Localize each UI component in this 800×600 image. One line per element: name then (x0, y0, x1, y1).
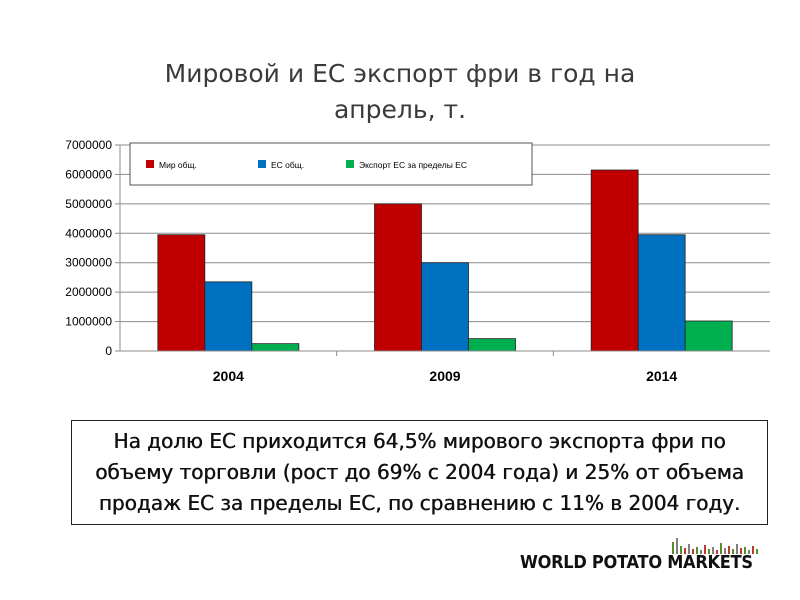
y-tick-label: 7000000 (65, 138, 112, 152)
summary-note: На долю ЕС приходится 64,5% мирового экс… (71, 420, 768, 525)
y-tick-label: 2000000 (65, 285, 112, 299)
logo-text: WORLD POTATO MARKETS (520, 552, 753, 573)
bar (421, 262, 469, 352)
bar (374, 203, 422, 352)
y-tick-label: 1000000 (65, 315, 112, 329)
legend-label: ЕС общ. (271, 160, 304, 170)
legend-swatch (146, 160, 154, 168)
logo-bars-icon (672, 538, 758, 554)
summary-note-line3: продаж ЕС за пределы ЕС, по сравнению с … (98, 491, 741, 515)
bar (157, 234, 206, 352)
chart-title-line1: Мировой и ЕС экспорт фри в год на (164, 59, 636, 88)
world-potato-markets-logo: WORLD POTATO MARKETS (520, 538, 765, 578)
summary-note-line2: объему торговли (рост до 69% с 2004 года… (95, 460, 744, 484)
bar (204, 281, 253, 352)
x-tick-label: 2009 (429, 368, 460, 384)
summary-note-line1: На долю ЕС приходится 64,5% мирового экс… (113, 429, 726, 453)
bar (468, 338, 516, 352)
legend (129, 142, 533, 186)
legend-swatch (258, 160, 266, 168)
bar (637, 234, 686, 352)
x-tick-label: 2004 (213, 368, 244, 384)
x-tick-label: 2014 (646, 368, 677, 384)
chart-title-line2: апрель, т. (333, 95, 467, 124)
legend-label: Мир общ. (159, 160, 197, 170)
y-tick-label: 6000000 (65, 167, 112, 181)
y-tick-label: 3000000 (65, 256, 112, 270)
y-tick-label: 4000000 (65, 226, 112, 240)
legend-swatch (346, 160, 354, 168)
y-tick-label: 0 (105, 344, 112, 358)
legend-label: Экспорт ЕС за пределы ЕС (359, 160, 467, 170)
chart-title: Мировой и ЕС экспорт фри в год на апрель… (140, 56, 660, 128)
bar (590, 169, 639, 352)
bar-chart: 0 1000000 2000000 3000000 4000000 5000000 6000… (65, 138, 770, 384)
bar (684, 320, 733, 352)
y-tick-label: 5000000 (65, 197, 112, 211)
bar (251, 343, 300, 352)
